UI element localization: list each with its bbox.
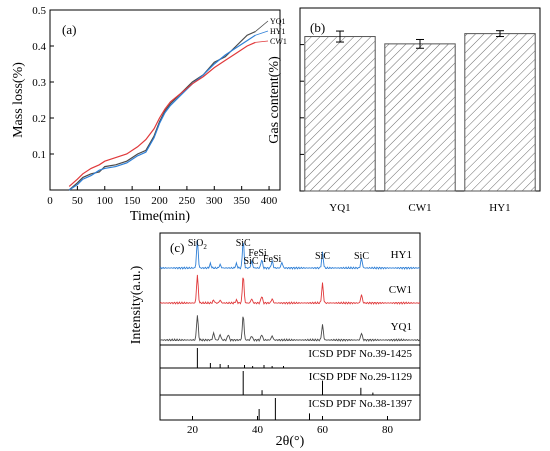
panel-c-series-label-cw1: CW1 <box>389 284 412 296</box>
panel-a-ytick-label: 0.4 <box>32 41 46 53</box>
panel-a-x-title: Time(min) <box>130 209 190 224</box>
panel-a-frame <box>49 9 281 191</box>
panel-a-y-title: Mass loss(%) <box>11 62 26 138</box>
panel-a-xtick-label: 50 <box>72 195 84 207</box>
panel-c-peak-label: FeSi <box>248 248 267 259</box>
panel-a-xtick-label: 100 <box>97 195 114 207</box>
panel-c-y-title: Intensity(a.u.) <box>129 265 144 344</box>
panel-a-xtick-label: 150 <box>124 195 141 207</box>
panel-c-peak-label: FeSi <box>263 254 282 265</box>
panel-a-xtick-label: 400 <box>261 195 278 207</box>
panel-b-category-label: YQ1 <box>329 202 350 214</box>
panel-c-series-label-hy1: HY1 <box>391 249 412 261</box>
panel-a-legend-leader <box>255 30 269 36</box>
panel-a-ytick-label: 0.2 <box>32 113 46 125</box>
panel-a-mass-loss-chart: (a) Time(min) Mass loss(%) 0 50 100 150 200 2… <box>11 5 287 224</box>
panel-c-label: (c) <box>170 240 184 255</box>
panel-c-pattern-yq1 <box>159 315 421 342</box>
panel-a-series-cw1 <box>68 41 256 187</box>
panel-c-ticks: 20 40 60 80 <box>187 416 394 436</box>
panel-b-category-label: HY1 <box>489 202 510 214</box>
panel-a-ytick-label: 0.1 <box>32 149 46 161</box>
panel-b-bar-hy1 <box>464 33 536 192</box>
panel-c-xrd-chart: (c) 2θ(°) Intensity(a.u.) HY1 CW1 YQ1 SiO2 S… <box>129 232 421 449</box>
panel-a-series-hy1 <box>68 34 256 191</box>
panel-c-peak-label: SiC <box>243 256 258 267</box>
panel-c-xtick-label: 80 <box>382 424 394 436</box>
panel-a-xtick-label: 250 <box>179 195 196 207</box>
panel-c-pattern-cw1 <box>159 274 421 305</box>
panel-a-legend-leader <box>255 40 269 43</box>
panel-c-xtick-label: 40 <box>252 424 264 436</box>
panel-b-ticks <box>300 7 304 192</box>
panel-c-peak-label: SiC <box>315 251 330 262</box>
panel-b-bar-yq1 <box>304 36 376 192</box>
panel-c-peak-label: SiC <box>236 238 251 249</box>
panel-a-xtick-label: 200 <box>151 195 168 207</box>
panel-a-label: (a) <box>62 22 76 37</box>
panel-c-ref-label: ICSD PDF No.29-1129 <box>309 371 413 383</box>
panel-c-peak-label: SiC <box>354 251 369 262</box>
panel-c-ref-label: ICSD PDF No.39-1425 <box>308 348 412 360</box>
panel-a-ytick-label: 0.5 <box>32 5 46 17</box>
panel-b-label: (b) <box>310 20 325 35</box>
panel-c-xtick-label: 20 <box>187 424 199 436</box>
panel-b-y-title: Gas content(%) <box>267 56 282 144</box>
panel-b-gas-content-chart: (b) Gas content(%) YQ1 CW1 HY1 <box>267 7 541 214</box>
panel-a-legend-leader <box>255 20 269 32</box>
panel-c-xtick-label: 60 <box>317 424 329 436</box>
panel-a-xtick-label: 0 <box>47 195 53 207</box>
panel-a-lines <box>68 31 256 191</box>
panel-c-x-title: 2θ(°) <box>276 434 305 449</box>
panel-c-ref-label: ICSD PDF No.38-1397 <box>308 398 412 410</box>
panel-c-frame <box>159 232 421 421</box>
panel-a-legend-yq1: YQ1 <box>270 17 286 26</box>
panel-a-xtick-label: 350 <box>233 195 250 207</box>
panel-b-bars: YQ1 CW1 HY1 <box>304 30 536 214</box>
panel-c-series-label-yq1: YQ1 <box>391 321 412 333</box>
panel-a-legend-cw1: CW1 <box>270 37 287 46</box>
panel-a-ticks: 0 50 100 150 200 250 300 350 400 0.1 0.2 0.3 0.4 0.5 <box>32 5 278 207</box>
panel-c-peak-label: SiO2 <box>188 238 208 251</box>
panel-a-xtick-label: 300 <box>206 195 223 207</box>
panel-c-pattern-hy1 <box>159 239 421 270</box>
panel-b-category-label: CW1 <box>408 202 431 214</box>
panel-a-ytick-label: 0.3 <box>32 77 46 89</box>
panel-b-bar-cw1 <box>384 43 456 192</box>
panel-a-legend-hy1: HY1 <box>270 27 286 36</box>
